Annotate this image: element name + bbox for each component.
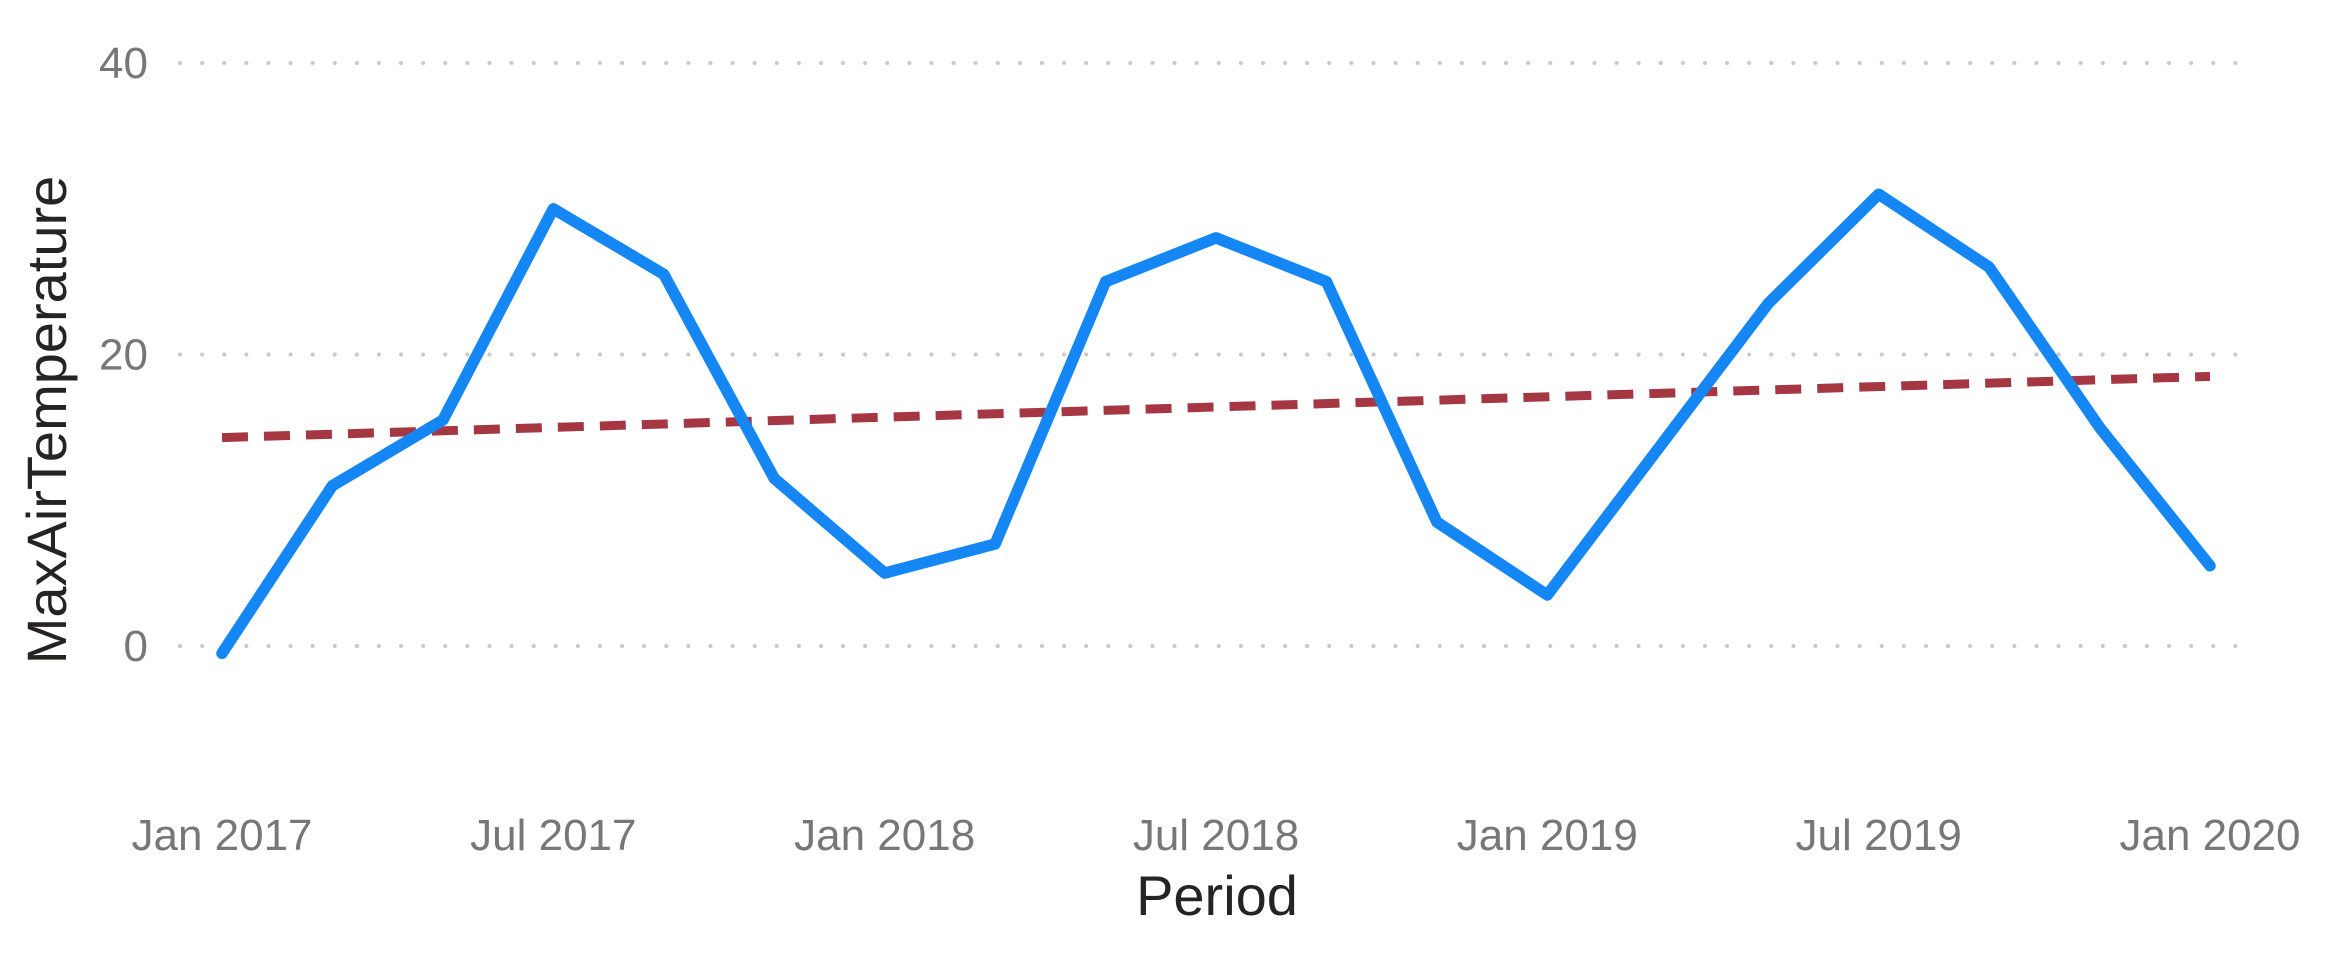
series-layer [216, 188, 2216, 660]
x-tick-label-jul-2018: Jul 2018 [1133, 811, 1299, 860]
x-tick-label-jan-2017: Jan 2017 [131, 811, 312, 860]
y-tick-label-0: 0 [124, 622, 148, 671]
x-axis-title: Period [1136, 864, 1298, 927]
x-tick-label-jan-2019: Jan 2019 [1457, 811, 1638, 860]
y-axis-title: MaxAirTemperature [15, 176, 78, 665]
x-tick-label-jul-2019: Jul 2019 [1795, 811, 1961, 860]
tick-labels-layer: 0 20 40 Jan 2017 Jul 2017 Jan 2018 Jul 2018 Jan… [99, 39, 2300, 860]
x-tick-label-jan-2020: Jan 2020 [2119, 811, 2300, 860]
trend-line [221, 371, 2211, 443]
x-tick-label-jul-2017: Jul 2017 [470, 811, 636, 860]
maxairtemperature-series-line [216, 188, 2216, 660]
x-tick-label-jan-2018: Jan 2018 [794, 811, 975, 860]
y-tick-label-40: 40 [99, 39, 148, 88]
gridlines-layer [178, 61, 2242, 648]
y-tick-label-20: 20 [99, 331, 148, 380]
